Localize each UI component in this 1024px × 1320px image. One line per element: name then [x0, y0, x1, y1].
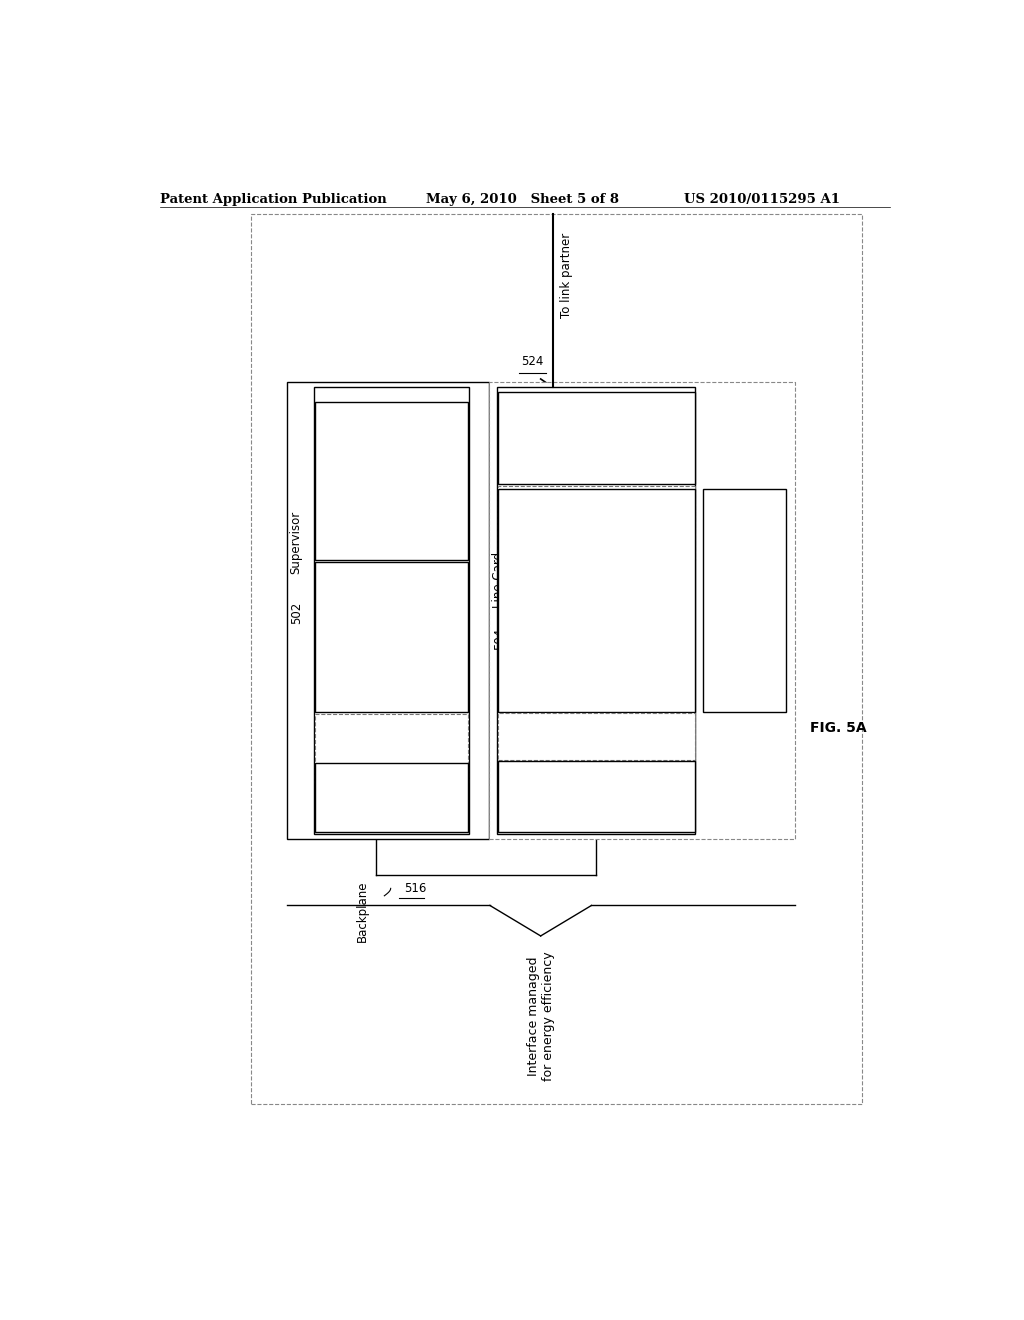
FancyBboxPatch shape	[287, 381, 489, 840]
Text: Patent Application Publication: Patent Application Publication	[160, 193, 386, 206]
Text: 502: 502	[291, 602, 303, 624]
FancyBboxPatch shape	[497, 387, 695, 834]
Text: 520: 520	[586, 743, 607, 752]
FancyBboxPatch shape	[498, 486, 694, 560]
Text: 514: 514	[381, 804, 402, 814]
Text: 516: 516	[404, 882, 427, 895]
FancyBboxPatch shape	[498, 392, 694, 483]
FancyBboxPatch shape	[498, 762, 694, 833]
FancyBboxPatch shape	[251, 214, 862, 1104]
FancyBboxPatch shape	[702, 488, 785, 713]
Text: PHY: PHY	[586, 780, 607, 791]
Text: Interface managed
for energy efficiency: Interface managed for energy efficiency	[526, 952, 555, 1081]
FancyBboxPatch shape	[498, 488, 694, 713]
Text: Higher layer: Higher layer	[562, 560, 631, 570]
Text: 524: 524	[521, 355, 544, 368]
Text: 524: 524	[585, 616, 607, 630]
Text: packet processing: packet processing	[546, 585, 647, 595]
Text: PHY: PHY	[381, 781, 402, 792]
Text: PHY: PHY	[586, 421, 607, 432]
Text: To link partner: To link partner	[560, 232, 573, 318]
Text: MAC: MAC	[584, 721, 608, 730]
Text: FIG. 5A: FIG. 5A	[810, 721, 866, 735]
FancyBboxPatch shape	[315, 403, 468, 560]
FancyBboxPatch shape	[498, 713, 694, 760]
Text: 526: 526	[733, 605, 756, 618]
Text: 518: 518	[586, 803, 607, 813]
Text: Supervisor: Supervisor	[290, 511, 303, 574]
FancyBboxPatch shape	[315, 763, 468, 833]
FancyBboxPatch shape	[489, 381, 795, 840]
Text: 506: 506	[381, 486, 403, 499]
Text: 512: 512	[381, 755, 402, 766]
Text: MAC: MAC	[380, 733, 404, 743]
Text: 522: 522	[586, 444, 607, 454]
Text: Backplane: Backplane	[355, 880, 369, 941]
Text: Memory: Memory	[720, 583, 768, 595]
Text: 528: 528	[586, 529, 607, 539]
Text: Line Card: Line Card	[493, 552, 505, 609]
Text: May 6, 2010   Sheet 5 of 8: May 6, 2010 Sheet 5 of 8	[426, 193, 618, 206]
Text: 504: 504	[493, 628, 506, 651]
Text: 510: 510	[381, 642, 403, 655]
FancyBboxPatch shape	[314, 387, 469, 834]
FancyBboxPatch shape	[315, 562, 468, 713]
Text: US 2010/0115295 A1: US 2010/0115295 A1	[684, 193, 840, 206]
Text: Switch: Switch	[373, 619, 412, 632]
Text: MAC: MAC	[584, 507, 608, 516]
Text: Memory: Memory	[368, 463, 416, 477]
FancyBboxPatch shape	[315, 714, 468, 784]
